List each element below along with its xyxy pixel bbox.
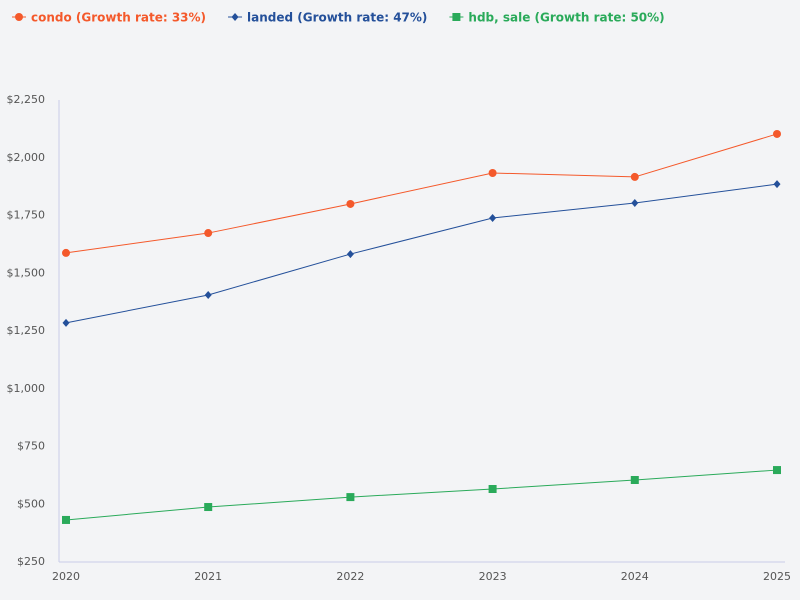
y-tick-label: $2,000 <box>7 151 46 164</box>
legend-label: hdb, sale (Growth rate: 50%) <box>468 11 664 25</box>
point <box>773 466 781 475</box>
x-tick-label: 2024 <box>621 570 649 583</box>
point <box>489 214 497 223</box>
legend-item: landed (Growth rate: 47%) <box>228 11 427 25</box>
x-tick-label: 2021 <box>194 570 222 583</box>
y-tick-label: $750 <box>17 440 45 453</box>
series-line <box>65 469 778 521</box>
point <box>631 199 639 208</box>
series-line <box>65 133 778 254</box>
x-tick-label: 2025 <box>763 570 791 583</box>
x-tick-label: 2023 <box>479 570 507 583</box>
legend-label: condo (Growth rate: 33%) <box>31 11 206 25</box>
point <box>204 290 212 299</box>
y-tick-label: $1,750 <box>7 209 46 222</box>
legend-label: landed (Growth rate: 47%) <box>247 11 427 25</box>
point <box>488 168 497 177</box>
point <box>346 493 355 502</box>
point <box>204 503 213 512</box>
point <box>773 180 781 189</box>
legend-marker <box>452 13 461 21</box>
point <box>630 172 639 181</box>
legend-marker <box>231 13 239 21</box>
series-line <box>65 183 778 324</box>
point <box>62 248 70 257</box>
point <box>346 250 354 259</box>
y-tick-label: $500 <box>17 497 45 510</box>
legend: condo (Growth rate: 33%) landed (Growth r… <box>12 11 665 25</box>
point <box>62 515 70 524</box>
point <box>488 485 497 494</box>
point <box>346 199 355 208</box>
x-tick-label: 2022 <box>336 570 364 583</box>
point <box>204 229 213 238</box>
x-tick-label: 2020 <box>52 570 80 583</box>
legend-marker <box>15 13 23 21</box>
point <box>773 129 781 138</box>
point <box>630 475 639 484</box>
point <box>62 318 70 327</box>
y-tick-label: $250 <box>17 555 45 568</box>
y-tick-label: $2,250 <box>7 93 46 106</box>
legend-item: condo (Growth rate: 33%) <box>12 11 206 25</box>
legend-item: hdb, sale (Growth rate: 50%) <box>449 11 665 25</box>
y-tick-label: $1,250 <box>7 324 46 337</box>
y-tick-label: $1,500 <box>7 266 46 279</box>
y-tick-label: $1,000 <box>7 382 46 395</box>
